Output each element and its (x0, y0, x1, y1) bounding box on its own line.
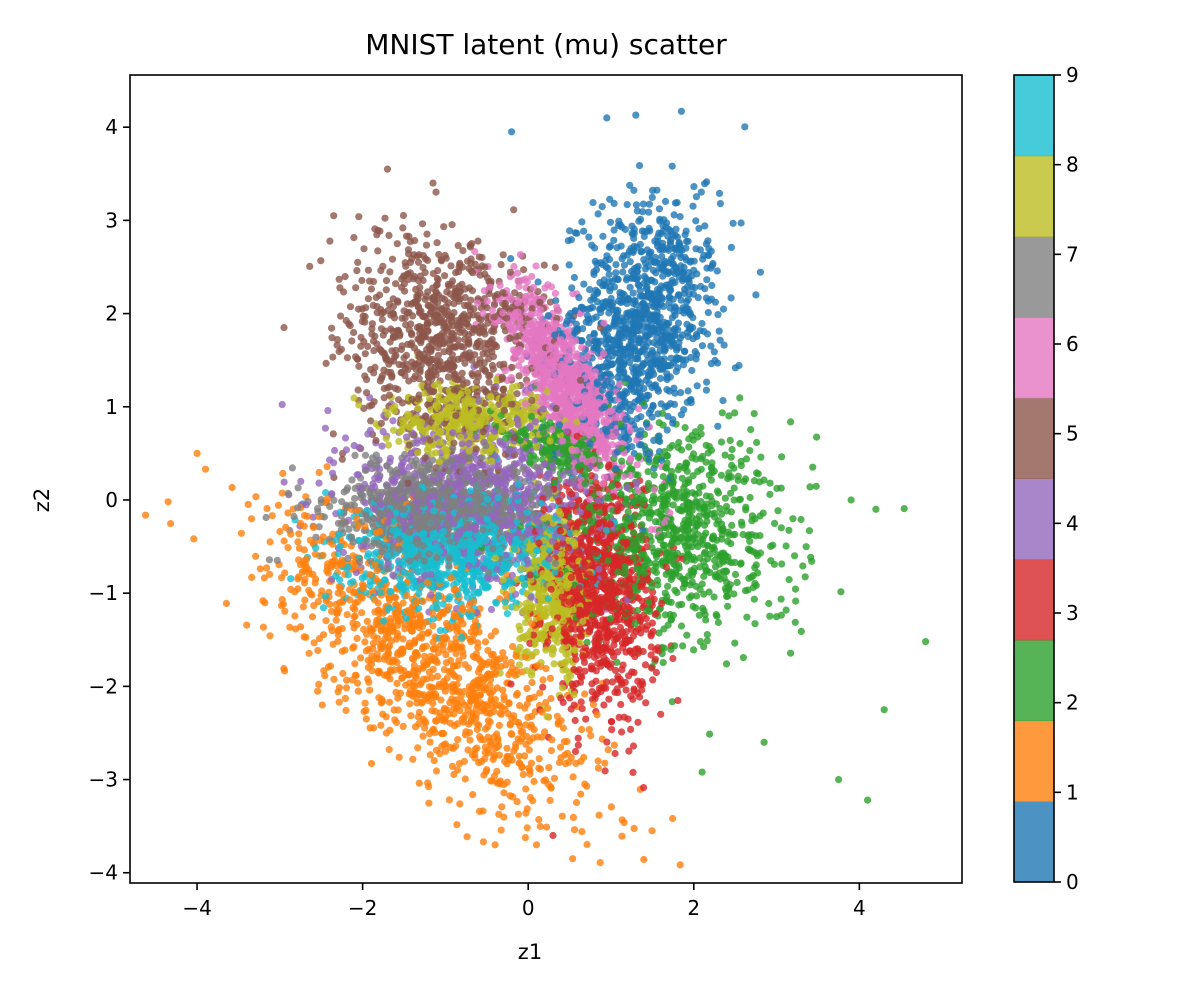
x-tick-label: −2 (348, 896, 377, 920)
colorbar-tick-label: 2 (1066, 691, 1079, 715)
y-tick-label: 0 (105, 488, 118, 512)
colorbar-band (1014, 478, 1054, 560)
colorbar-band (1014, 801, 1054, 883)
colorbar-band (1014, 639, 1054, 722)
y-tick-label: 1 (105, 395, 118, 419)
colorbar-band (1014, 397, 1054, 479)
y-tick-label: 3 (105, 208, 118, 232)
colorbar-ticks: 0 1 2 3 4 5 6 7 8 9 (1054, 63, 1079, 894)
colorbar-band (1014, 559, 1054, 641)
y-tick-label: 2 (105, 302, 118, 326)
colorbar-tick-label: 1 (1066, 780, 1079, 804)
x-axis-label: z1 (517, 940, 543, 964)
x-tick-label: 4 (853, 896, 866, 920)
colorbar-band (1014, 155, 1054, 237)
colorbar-tick-label: 3 (1066, 601, 1079, 625)
y-tick-label: −2 (89, 674, 118, 698)
x-tick-label: −4 (182, 896, 211, 920)
colorbar-band (1014, 317, 1054, 399)
x-axis-ticks: −4 −2 0 2 4 (182, 883, 866, 920)
axes-frame (129, 74, 963, 884)
y-tick-label: 4 (105, 115, 118, 139)
y-tick-label: −3 (89, 768, 118, 792)
colorbar-tick-label: 7 (1066, 242, 1079, 266)
y-tick-label: −1 (89, 581, 118, 605)
y-tick-label: −4 (89, 861, 118, 885)
scatter-points (142, 107, 930, 869)
colorbar-tick-label: 8 (1066, 153, 1079, 177)
chart-title: MNIST latent (mu) scatter (365, 28, 727, 61)
x-tick-label: 0 (522, 896, 535, 920)
colorbar-band (1014, 75, 1054, 157)
y-axis-label: z2 (30, 487, 55, 513)
colorbar-tick-label: 0 (1066, 870, 1079, 894)
colorbar-tick-label: 6 (1066, 332, 1079, 356)
colorbar-tick-label: 5 (1066, 422, 1079, 446)
colorbar-band (1014, 236, 1054, 318)
colorbar-tick-label: 4 (1066, 511, 1079, 535)
colorbar-band (1014, 720, 1054, 802)
x-tick-label: 2 (687, 896, 700, 920)
colorbar-tick-label: 9 (1066, 63, 1079, 87)
colorbar (1013, 74, 1055, 883)
y-axis-ticks: −4 −3 −2 −1 0 1 2 3 4 (89, 115, 130, 885)
